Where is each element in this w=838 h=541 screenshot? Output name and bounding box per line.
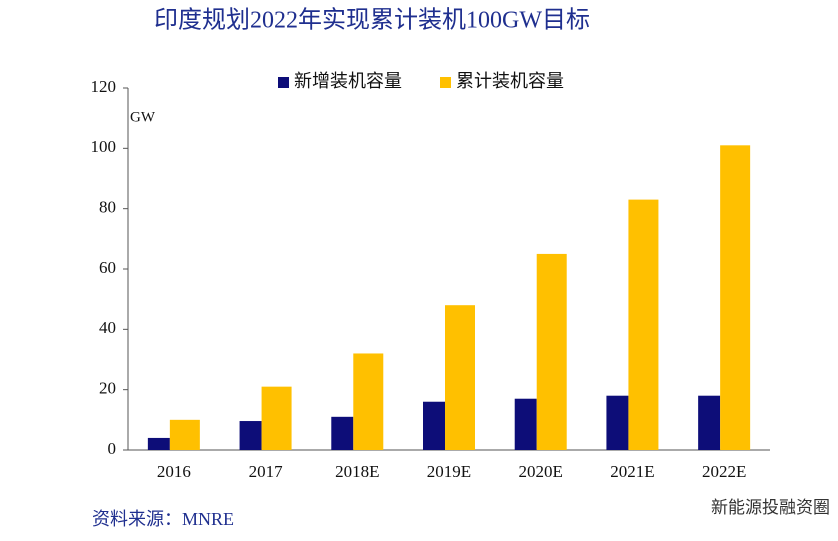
legend-label: 新增装机容量 <box>294 71 402 91</box>
x-tick-label: 2017 <box>249 462 284 481</box>
y-unit: GW <box>130 109 156 125</box>
bar <box>423 401 445 450</box>
bar <box>536 253 567 450</box>
bar <box>261 386 292 450</box>
x-tick-label: 2019E <box>427 462 471 481</box>
x-tick-label: 2018E <box>335 462 379 481</box>
legend-label: 累计装机容量 <box>456 71 564 91</box>
bar <box>445 305 475 450</box>
y-tick-label: 80 <box>99 198 116 217</box>
x-tick-label: 2016 <box>157 462 191 481</box>
x-tick-label: 2022E <box>702 462 746 481</box>
y-tick-label: 100 <box>91 137 117 156</box>
x-tick-label: 2020E <box>519 462 563 481</box>
watermark: 新能源投融资圈 <box>711 498 830 518</box>
bar <box>353 353 384 450</box>
bar <box>720 145 751 451</box>
y-tick-label: 0 <box>108 439 117 458</box>
y-tick-label: 40 <box>99 318 116 337</box>
bar <box>147 437 170 450</box>
bar <box>169 419 200 450</box>
chart-title: 印度规划2022年实现累计装机100GW目标 <box>154 7 590 34</box>
bar <box>331 416 354 450</box>
bar <box>628 199 659 450</box>
y-tick-label: 20 <box>99 379 116 398</box>
bar <box>606 395 629 450</box>
x-tick-label: 2021E <box>610 462 654 481</box>
legend-swatch <box>278 77 289 88</box>
y-tick-label: 120 <box>91 77 117 96</box>
bar <box>698 395 721 450</box>
bar <box>239 421 262 450</box>
legend-swatch <box>440 77 451 88</box>
source: 资料来源：MNRE <box>92 509 234 529</box>
y-tick-label: 60 <box>99 258 116 277</box>
bar <box>514 398 537 450</box>
